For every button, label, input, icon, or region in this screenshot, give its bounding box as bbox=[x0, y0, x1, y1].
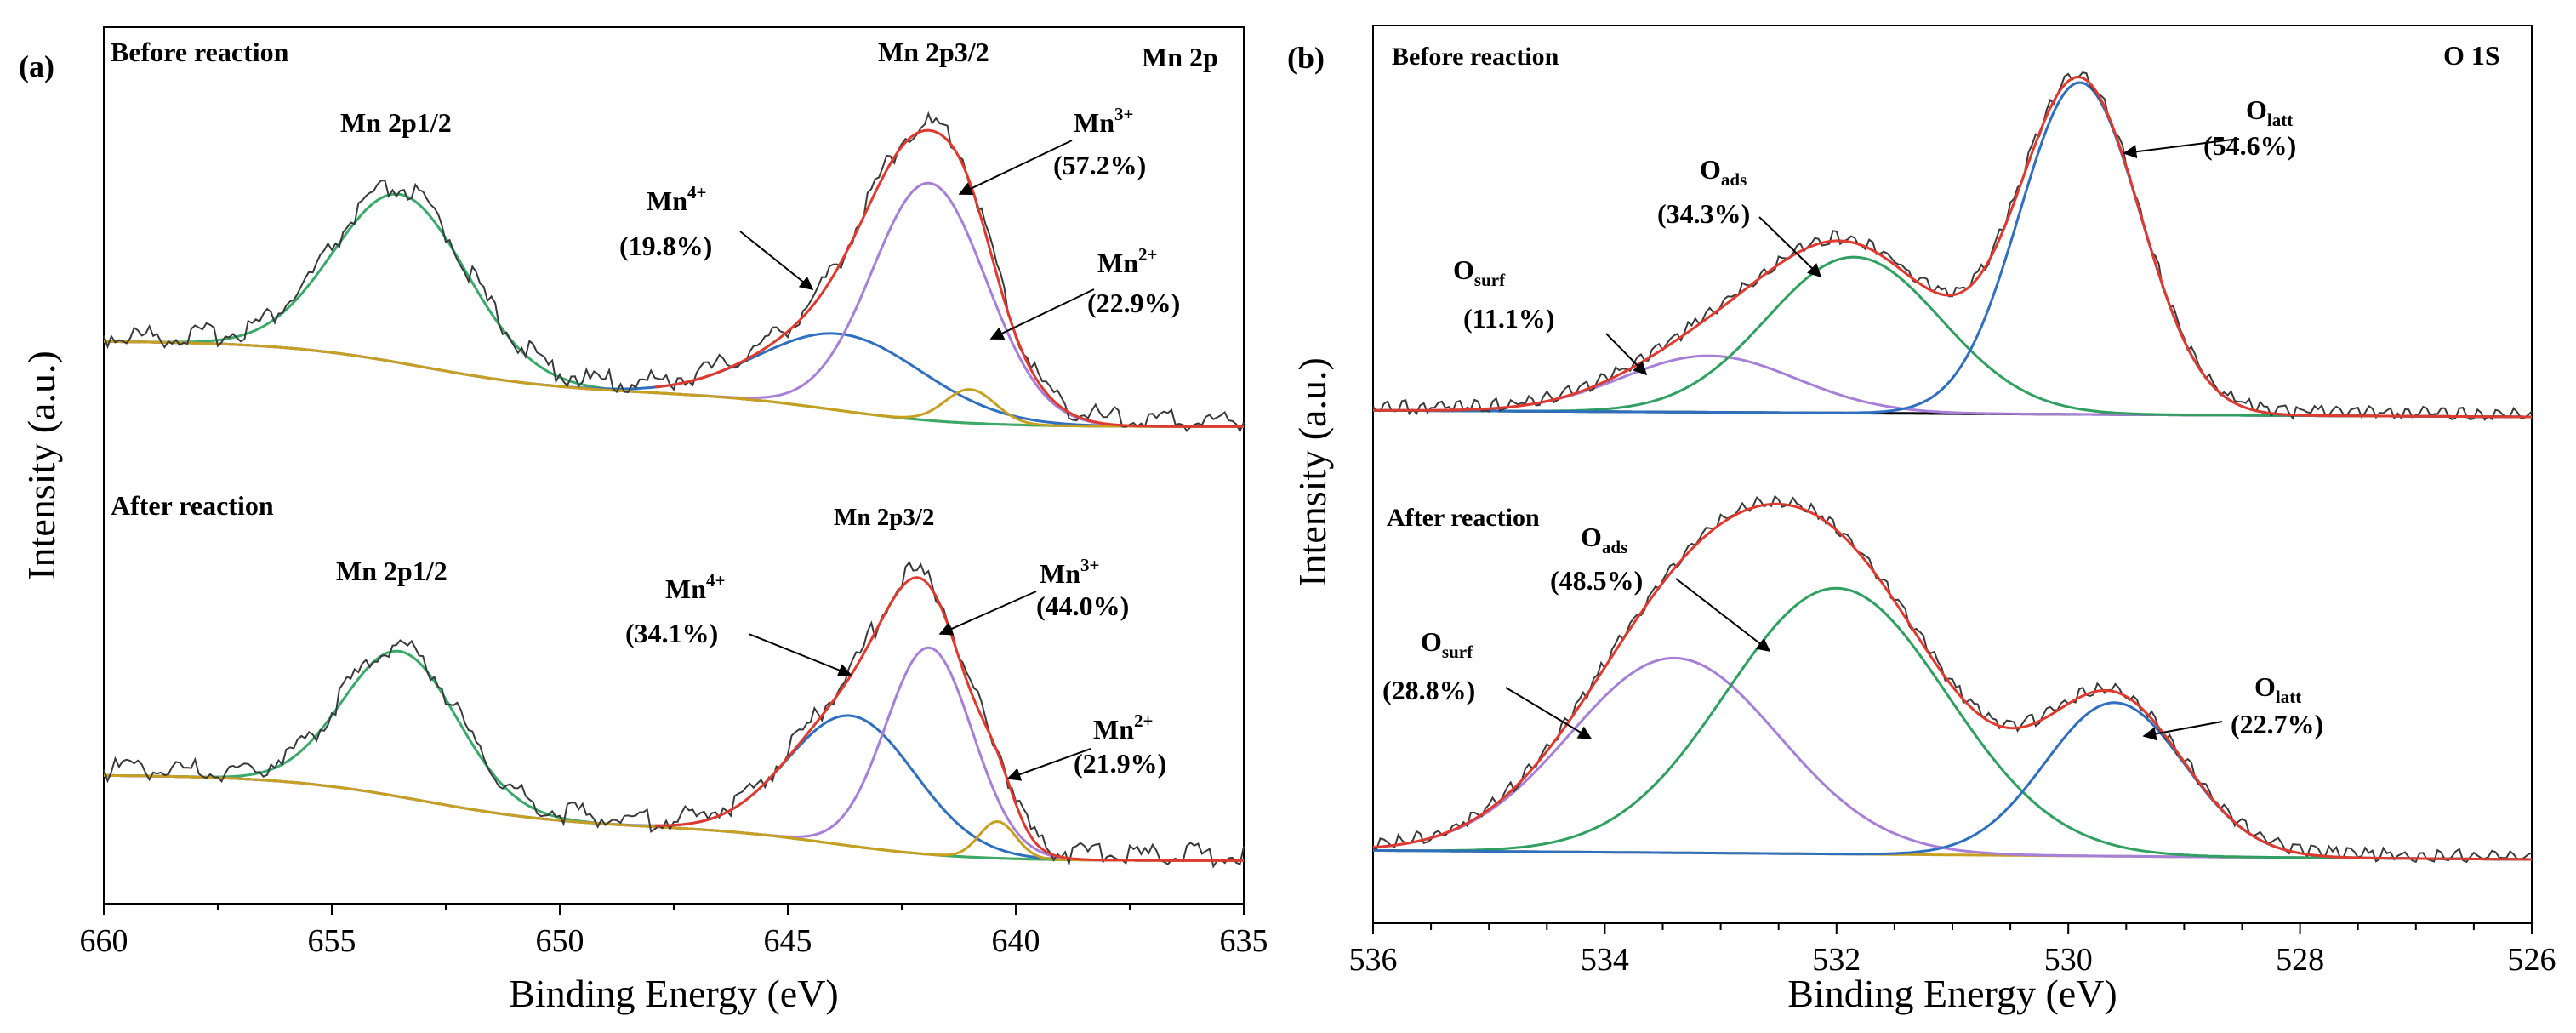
panel-a-after-curves bbox=[103, 561, 1245, 869]
a-before-mn4-arrow bbox=[739, 231, 814, 290]
b-before-Olatt-line bbox=[1373, 81, 2532, 419]
b-before-oads-label: Oads bbox=[1700, 154, 1747, 190]
a-before-mn4-percent: (19.8%) bbox=[619, 231, 712, 261]
b-tick-label: 536 bbox=[1349, 942, 1398, 978]
panel-b-o1s: (b) O 1S Before reaction After reaction … bbox=[1287, 25, 2556, 1015]
panel-b-before-title: Before reaction bbox=[1392, 43, 1559, 71]
panel-b-ylabel: Intensity (a.u.) bbox=[1291, 357, 1334, 587]
b-after-osurf-arrow bbox=[1505, 687, 1593, 739]
panel-b-after-title: After reaction bbox=[1387, 504, 1540, 532]
panel-a-mn2p: (a) Mn 2p Before reaction After reaction… bbox=[19, 26, 1268, 1015]
a-after-raw-line bbox=[103, 561, 1245, 869]
b-tick-label: 534 bbox=[1581, 942, 1629, 978]
panel-a-before-title: Before reaction bbox=[111, 37, 289, 67]
a-tick-label: 660 bbox=[80, 923, 128, 959]
b-after-Oads-line bbox=[1373, 586, 2532, 861]
a-after-mn3-arrow bbox=[938, 591, 1037, 636]
panel-b-xlabel: Binding Energy (eV) bbox=[1787, 972, 2117, 1015]
a-after-mn3-label: Mn3+ bbox=[1040, 555, 1099, 589]
a-after-mn3-percent: (44.0%) bbox=[1036, 591, 1129, 621]
a-before-mn2-arrow bbox=[989, 288, 1095, 340]
a-tick-label: 640 bbox=[992, 923, 1040, 959]
a-tick-label: 650 bbox=[536, 923, 584, 959]
b-before-olatt-arrow bbox=[2123, 138, 2240, 159]
a-after-mn2-arrow bbox=[1006, 748, 1091, 781]
b-after-oads-percent: (48.5%) bbox=[1550, 565, 1643, 596]
panel-a-after-title: After reaction bbox=[111, 490, 274, 521]
a-after-Mn4+-line bbox=[104, 714, 1244, 862]
panel-b-title: O 1S bbox=[2443, 40, 2500, 71]
b-tick-label: 528 bbox=[2276, 942, 2324, 978]
a-after-mn4-label: Mn4+ bbox=[665, 570, 725, 604]
a-before-peak-mn2p12: Mn 2p1/2 bbox=[340, 107, 452, 138]
panel-a-xlabel: Binding Energy (eV) bbox=[509, 972, 839, 1015]
b-after-olatt-arrow bbox=[2142, 721, 2223, 741]
panel-b-frame bbox=[1372, 25, 2533, 924]
a-before-peak-mn2p32: Mn 2p3/2 bbox=[878, 37, 989, 67]
a-before-mn4-label: Mn4+ bbox=[647, 182, 706, 216]
panel-a-label: (a) bbox=[19, 49, 54, 83]
panel-a-ylabel: Intensity (a.u.) bbox=[20, 351, 63, 580]
b-after-Olatt-line bbox=[1372, 701, 2532, 861]
b-before-osurf-arrow bbox=[1605, 333, 1648, 376]
b-before-osurf-label: Osurf bbox=[1453, 254, 1506, 290]
a-after-mn2-percent: (21.9%) bbox=[1074, 748, 1166, 779]
a-before-mn3-percent: (57.2%) bbox=[1053, 150, 1146, 180]
a-after-peak-mn2p32: Mn 2p3/2 bbox=[834, 504, 934, 531]
panel-b-x-ticks: 536 534 532 530 528 526 bbox=[1349, 923, 2556, 978]
a-before-mn3-label: Mn3+ bbox=[1074, 104, 1133, 138]
b-after-oads-arrow bbox=[1675, 578, 1771, 652]
b-after-olatt-percent: (22.7%) bbox=[2231, 709, 2323, 739]
b-tick-label: 530 bbox=[2044, 942, 2093, 978]
panel-a-x-ticks: 660 655 650 645 640 635 bbox=[80, 904, 1268, 959]
a-after-mn2-label: Mn2+ bbox=[1093, 711, 1153, 745]
b-after-oads-label: Oads bbox=[1581, 522, 1627, 557]
b-after-raw-line bbox=[1373, 494, 2533, 864]
b-tick-label: 526 bbox=[2508, 942, 2556, 978]
a-before-envelope-line bbox=[104, 192, 1244, 428]
b-before-fit-line bbox=[1373, 76, 2532, 419]
b-before-raw-line bbox=[1372, 71, 2533, 421]
a-tick-label: 635 bbox=[1220, 923, 1268, 959]
a-before-Mn2+-line bbox=[104, 340, 1244, 428]
a-after-peak-mn2p12: Mn 2p1/2 bbox=[336, 556, 447, 586]
b-before-olatt-percent: (54.6%) bbox=[2203, 130, 2296, 161]
panel-b-before-curves bbox=[1372, 71, 2533, 421]
b-before-oads-percent: (34.3%) bbox=[1657, 198, 1750, 229]
a-after-mn4-percent: (34.1%) bbox=[625, 618, 718, 648]
b-after-osurf-percent: (28.8%) bbox=[1382, 675, 1475, 705]
b-after-osurf-label: Osurf bbox=[1421, 626, 1473, 662]
b-after-fit-line bbox=[1372, 502, 2532, 861]
a-after-fit-line bbox=[654, 576, 1244, 862]
a-before-fit-line bbox=[654, 128, 1244, 428]
b-after-olatt-label: Olatt bbox=[2254, 671, 2301, 707]
a-before-mn2-label: Mn2+ bbox=[1097, 244, 1157, 278]
a-before-raw-line bbox=[103, 111, 1245, 433]
a-before-mn2-percent: (22.9%) bbox=[1087, 288, 1180, 318]
b-before-oads-arrow bbox=[1758, 216, 1822, 278]
b-before-olatt-label: Olatt bbox=[2246, 94, 2293, 130]
a-after-mn4-arrow bbox=[748, 633, 852, 677]
b-tick-label: 532 bbox=[1812, 942, 1861, 978]
b-before-osurf-percent: (11.1%) bbox=[1463, 303, 1555, 334]
panel-a-before-curves bbox=[103, 111, 1245, 433]
panel-b-label: (b) bbox=[1287, 41, 1325, 75]
a-tick-label: 645 bbox=[764, 923, 812, 959]
panel-a-title: Mn 2p bbox=[1142, 42, 1218, 72]
a-before-mn3-arrow bbox=[958, 140, 1073, 196]
panel-b-after-curves bbox=[1372, 494, 2533, 864]
a-tick-label: 655 bbox=[308, 923, 356, 959]
